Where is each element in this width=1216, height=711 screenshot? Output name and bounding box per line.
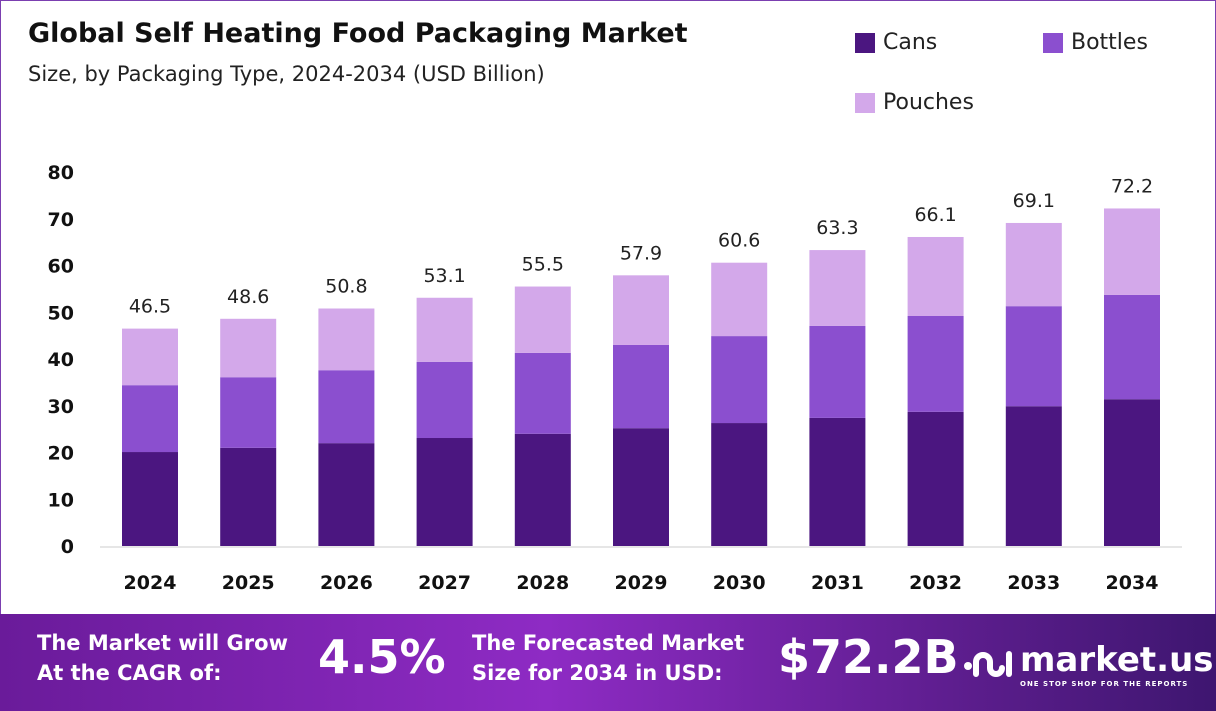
y-tick-label: 20 bbox=[48, 443, 74, 465]
chart-title: Global Self Heating Food Packaging Marke… bbox=[28, 18, 688, 49]
bar-pouches-2024 bbox=[122, 328, 178, 386]
bar-pouches-2034 bbox=[1104, 208, 1160, 295]
bar-cans-2025 bbox=[220, 447, 277, 546]
total-label: 50.8 bbox=[325, 276, 367, 298]
y-tick-label: 80 bbox=[48, 162, 74, 184]
market-us-logo: market.us ONE STOP SHOP FOR THE REPORTS bbox=[962, 640, 1214, 688]
bar-pouches-2032 bbox=[907, 236, 964, 316]
x-tick-label: 2026 bbox=[320, 572, 373, 594]
bar-cans-2027 bbox=[416, 438, 473, 546]
cagr-value: 4.5% bbox=[318, 630, 446, 684]
bar-cans-2030 bbox=[711, 423, 768, 546]
total-label: 72.2 bbox=[1111, 175, 1153, 197]
bar-bottles-2028 bbox=[514, 352, 571, 434]
y-tick-label: 10 bbox=[48, 489, 74, 511]
x-tick-label: 2030 bbox=[713, 572, 766, 594]
bar-cans-2028 bbox=[514, 433, 571, 546]
bar-pouches-2029 bbox=[613, 275, 669, 345]
legend-label: Pouches bbox=[883, 90, 974, 115]
y-tick-label: 50 bbox=[48, 302, 74, 324]
bar-pouches-2033 bbox=[1005, 222, 1062, 307]
bar-bottles-2029 bbox=[613, 344, 669, 429]
total-label: 48.6 bbox=[227, 286, 269, 308]
bar-cans-2031 bbox=[809, 417, 866, 546]
bar-pouches-2031 bbox=[809, 250, 866, 326]
bar-cans-2034 bbox=[1104, 399, 1160, 546]
x-tick-label: 2031 bbox=[811, 572, 864, 594]
bar-bottles-2032 bbox=[907, 315, 964, 412]
legend-label: Bottles bbox=[1071, 30, 1148, 55]
legend-swatch-pouches bbox=[855, 92, 875, 113]
legend-bottles: Bottles bbox=[1043, 30, 1148, 55]
y-tick-label: 40 bbox=[48, 349, 74, 371]
total-label: 46.5 bbox=[129, 296, 171, 318]
logo-name: market.us bbox=[1020, 640, 1214, 680]
chart-subtitle: Size, by Packaging Type, 2024-2034 (USD … bbox=[28, 62, 545, 86]
logo-tagline: ONE STOP SHOP FOR THE REPORTS bbox=[1020, 680, 1189, 688]
legend-cans: Cans bbox=[855, 30, 937, 55]
forecast-label: The Forecasted Market Size for 2034 in US… bbox=[472, 631, 745, 685]
bar-bottles-2033 bbox=[1005, 306, 1062, 407]
x-tick-label: 2034 bbox=[1106, 572, 1159, 594]
logo-icon bbox=[964, 651, 1012, 677]
y-tick-label: 30 bbox=[48, 396, 74, 418]
total-label: 55.5 bbox=[522, 254, 564, 276]
footer-banner: The Market will Grow At the CAGR of: 4.5%… bbox=[0, 614, 1216, 711]
legend-label: Cans bbox=[883, 30, 938, 55]
bar-cans-2033 bbox=[1005, 406, 1062, 546]
bar-pouches-2028 bbox=[514, 286, 571, 353]
total-label: 63.3 bbox=[816, 217, 858, 239]
total-label: 57.9 bbox=[620, 242, 662, 264]
bar-cans-2032 bbox=[907, 411, 964, 546]
bar-cans-2026 bbox=[318, 443, 375, 546]
bar-bottles-2025 bbox=[220, 377, 277, 448]
x-tick-label: 2032 bbox=[909, 572, 962, 594]
bar-bottles-2027 bbox=[416, 361, 473, 439]
bar-bottles-2030 bbox=[711, 336, 768, 424]
y-tick-label: 0 bbox=[61, 536, 74, 558]
bar-pouches-2026 bbox=[318, 308, 375, 371]
legend-pouches: Pouches bbox=[855, 90, 974, 115]
y-tick-label: 70 bbox=[48, 209, 74, 231]
total-label: 66.1 bbox=[914, 204, 956, 226]
legend-swatch-cans bbox=[855, 32, 875, 53]
bar-pouches-2025 bbox=[220, 318, 277, 378]
forecast-value: $72.2B bbox=[778, 630, 959, 684]
bar-chart: 0102030405060708046.5202448.6202550.8202… bbox=[48, 162, 1182, 594]
x-tick-label: 2029 bbox=[615, 572, 668, 594]
bar-pouches-2030 bbox=[711, 262, 768, 337]
bar-bottles-2024 bbox=[122, 385, 178, 453]
x-tick-label: 2025 bbox=[222, 572, 275, 594]
bar-bottles-2031 bbox=[809, 325, 866, 418]
bar-bottles-2026 bbox=[318, 370, 375, 444]
bar-bottles-2034 bbox=[1104, 294, 1160, 400]
x-tick-label: 2033 bbox=[1007, 572, 1060, 594]
cagr-label: The Market will Grow At the CAGR of: bbox=[37, 631, 288, 685]
x-tick-label: 2027 bbox=[418, 572, 471, 594]
bar-cans-2029 bbox=[613, 428, 669, 546]
bar-pouches-2027 bbox=[416, 297, 473, 362]
total-label: 60.6 bbox=[718, 230, 760, 252]
total-label: 69.1 bbox=[1013, 190, 1055, 212]
x-tick-label: 2024 bbox=[124, 572, 177, 594]
legend-swatch-bottles bbox=[1043, 32, 1063, 53]
y-tick-label: 60 bbox=[48, 256, 74, 278]
total-label: 53.1 bbox=[423, 265, 465, 287]
bar-cans-2024 bbox=[122, 452, 178, 546]
x-tick-label: 2028 bbox=[516, 572, 569, 594]
